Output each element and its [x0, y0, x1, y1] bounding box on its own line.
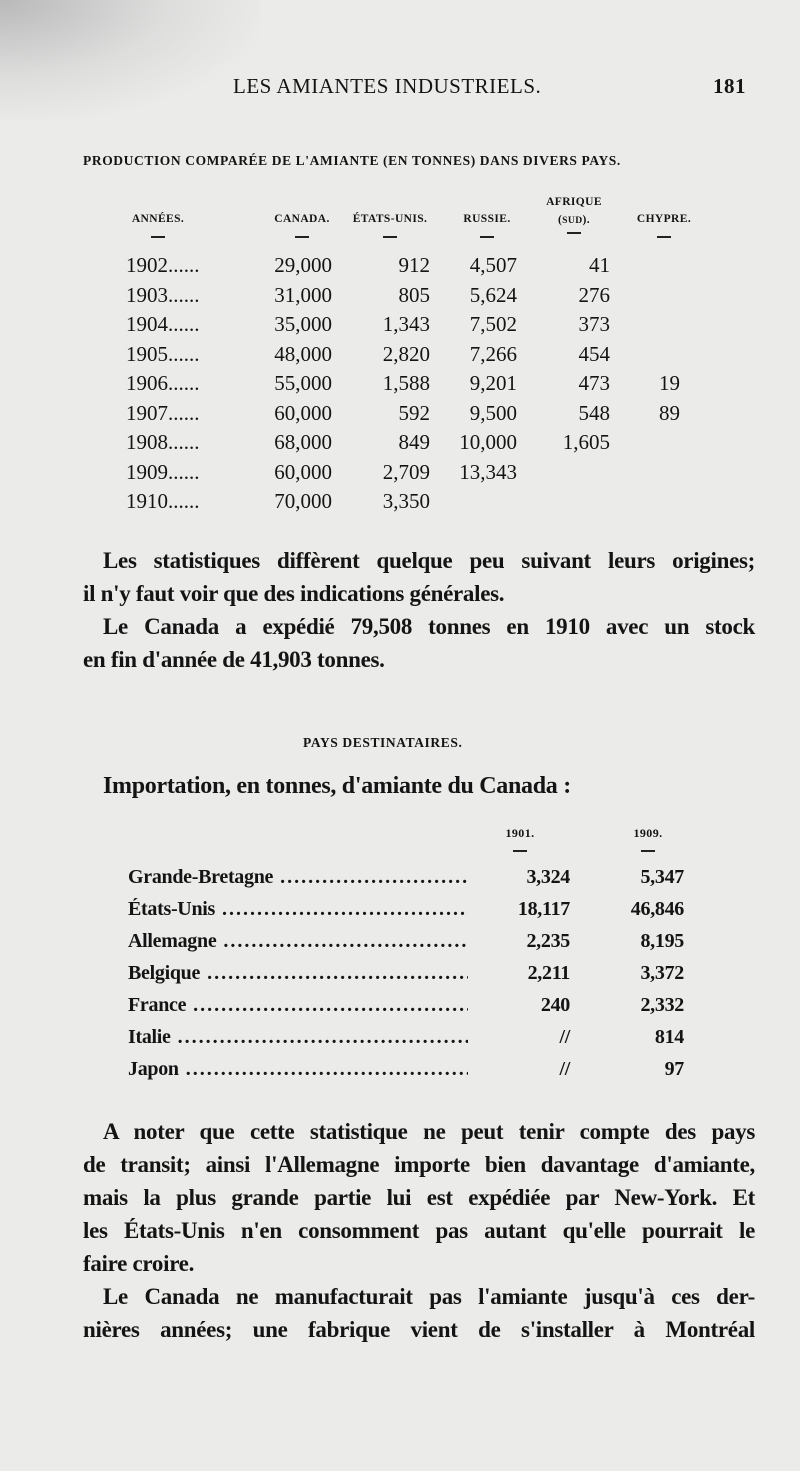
cell-etats-unis: 2,709 — [382, 459, 430, 484]
cell-russie: 9,500 — [469, 400, 517, 425]
cell-afrique: 548 — [578, 400, 611, 425]
cell-year: 1909...... — [126, 459, 200, 484]
column-header: ÉTATS-UNIS. — [340, 210, 440, 238]
table-row: 1910...... 70,000 3,350 — [0, 489, 800, 518]
cell-russie: 9,201 — [469, 371, 517, 395]
cell-1901: 2,211 — [527, 962, 571, 984]
page-number: 181 — [713, 74, 746, 98]
cell-afrique: 41 — [589, 253, 610, 277]
cell-etats-unis: 849 — [398, 430, 431, 454]
cell-year: 1907...... — [126, 400, 200, 425]
column-header: CANADA. — [262, 210, 342, 238]
cell-1909: 814 — [654, 1026, 684, 1048]
paragraph: Les statistiques diffèrent quelque peu s… — [83, 548, 755, 672]
page-shadow — [0, 0, 260, 120]
cell-afrique: 473 — [578, 371, 611, 395]
cell-etats-unis: 1,343 — [382, 312, 430, 336]
cell-year: 1906...... — [126, 371, 200, 395]
cell-russie: 13,343 — [459, 459, 517, 484]
table-row: Grande-Bretagne 3,324 5,347 — [0, 866, 800, 898]
table-row: Belgique 2,211 3,372 — [0, 962, 800, 994]
cell-1901: // — [559, 1026, 570, 1048]
table-row: 1905...... 48,000 2,820 7,266 454 — [0, 342, 800, 371]
cell-1909: 46,846 — [630, 898, 685, 920]
paragraph: A noter que cette statistique ne peut te… — [83, 1119, 755, 1342]
column-header: CHYPRE. — [624, 210, 704, 238]
cell-afrique: 276 — [578, 282, 611, 307]
cell-etats-unis: 805 — [398, 282, 431, 307]
cell-1909: 2,332 — [640, 994, 684, 1016]
table-row: 1909...... 60,000 2,709 13,343 — [0, 460, 800, 489]
cell-country: Italie — [128, 1026, 468, 1049]
cell-russie: 4,507 — [469, 253, 517, 277]
cell-chypre: 89 — [659, 400, 680, 425]
cell-year: 1904...... — [126, 312, 200, 336]
cell-russie: 5,624 — [469, 282, 517, 307]
cell-canada: 60,000 — [274, 459, 332, 484]
cell-etats-unis: 2,820 — [382, 341, 430, 366]
column-header: AFRIQUE (SUD). — [536, 193, 612, 234]
table-row: 1902...... 29,000 912 4,507 41 — [0, 253, 800, 282]
cell-canada: 48,000 — [274, 341, 332, 366]
cell-afrique: 373 — [578, 312, 611, 336]
column-header: RUSSIE. — [452, 210, 522, 238]
cell-1901: 3,324 — [526, 866, 570, 888]
column-header: 1901. — [490, 824, 550, 852]
cell-country: États-Unis — [128, 898, 468, 921]
table-row: 1908...... 68,000 849 10,000 1,605 — [0, 430, 800, 459]
table-caption: PRODUCTION COMPARÉE DE L'AMIANTE (EN TON… — [83, 153, 621, 168]
cell-afrique: 454 — [578, 341, 611, 366]
cell-1909: 5,347 — [640, 866, 684, 888]
table-row: États-Unis 18,117 46,846 — [0, 898, 800, 930]
cell-canada: 60,000 — [274, 400, 332, 425]
cell-canada: 70,000 — [274, 489, 332, 513]
cell-1909: 8,195 — [640, 930, 684, 952]
cell-1901: 2,235 — [526, 930, 570, 952]
cell-canada: 31,000 — [274, 282, 332, 307]
cell-canada: 68,000 — [274, 430, 332, 454]
cell-etats-unis: 912 — [398, 253, 431, 277]
column-header: 1909. — [618, 824, 678, 852]
table-row: 1906...... 55,000 1,588 9,201 473 19 — [0, 371, 800, 400]
cell-country: Grande-Bretagne — [128, 866, 468, 889]
table-row: France 240 2,332 — [0, 994, 800, 1026]
cell-1909: 3,372 — [640, 962, 684, 984]
cell-1901: 18,117 — [517, 898, 570, 920]
cell-russie: 7,266 — [469, 341, 517, 366]
table-row: Italie // 814 — [0, 1026, 800, 1058]
cell-afrique: 1,605 — [562, 430, 610, 454]
cell-1909: 97 — [664, 1058, 685, 1080]
cell-country: Belgique — [128, 962, 468, 985]
cell-canada: 55,000 — [274, 371, 332, 395]
cell-1901: 240 — [540, 994, 570, 1016]
cell-etats-unis: 1,588 — [382, 371, 430, 395]
cell-canada: 35,000 — [274, 312, 332, 336]
table-row: Allemagne 2,235 8,195 — [0, 930, 800, 962]
cell-country: Japon — [128, 1058, 468, 1081]
cell-1901: // — [559, 1058, 570, 1080]
running-header: LES AMIANTES INDUSTRIELS. 181 — [0, 74, 800, 104]
cell-etats-unis: 592 — [398, 400, 431, 425]
table-row: 1907...... 60,000 592 9,500 548 89 — [0, 401, 800, 430]
cell-chypre: 19 — [659, 371, 680, 395]
cell-etats-unis: 3,350 — [382, 489, 430, 513]
column-header: ANNÉES. — [118, 210, 198, 238]
cell-country: Allemagne — [128, 930, 468, 953]
cell-year: 1903...... — [126, 282, 200, 307]
cell-year: 1902...... — [126, 253, 200, 277]
cell-country: France — [128, 994, 468, 1017]
import-heading: Importation, en tonnes, d'amiante du Can… — [103, 773, 571, 799]
cell-year: 1908...... — [126, 430, 200, 454]
cell-russie: 10,000 — [459, 430, 517, 454]
table-row: Japon // 97 — [0, 1058, 800, 1090]
cell-year: 1905...... — [126, 341, 200, 366]
cell-russie: 7,502 — [469, 312, 517, 336]
section-title: PAYS DESTINATAIRES. — [303, 735, 463, 750]
cell-canada: 29,000 — [274, 253, 332, 277]
cell-year: 1910...... — [126, 489, 200, 513]
table-row: 1903...... 31,000 805 5,624 276 — [0, 283, 800, 312]
table-row: 1904...... 35,000 1,343 7,502 373 — [0, 312, 800, 341]
running-title: LES AMIANTES INDUSTRIELS. — [233, 74, 542, 98]
